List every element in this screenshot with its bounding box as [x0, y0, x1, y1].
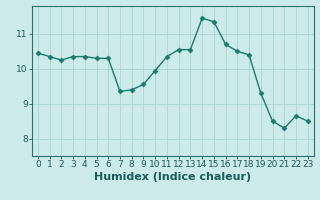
X-axis label: Humidex (Indice chaleur): Humidex (Indice chaleur) — [94, 172, 252, 182]
